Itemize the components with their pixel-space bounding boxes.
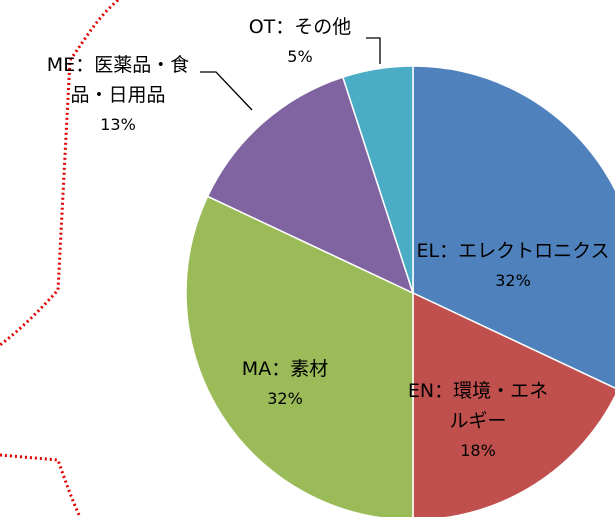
value-label: 13% (100, 115, 136, 134)
slice-label: EN：環境・エネルギー 18% (403, 376, 553, 466)
category-label: EL：エレクトロニクス (416, 240, 610, 262)
slice-label: OT：その他 5% (225, 12, 375, 72)
pie-slice (185, 195, 414, 517)
pie (185, 65, 615, 517)
dotted-border (0, 0, 119, 347)
leader-line (200, 71, 253, 111)
value-label: 5% (287, 47, 313, 66)
category-label: EN：環境・エネルギー (407, 380, 549, 432)
category-label: ME：医薬品・食品・日用品 (46, 54, 190, 106)
leader-line (366, 37, 381, 64)
value-label: 32% (267, 389, 303, 408)
category-label: OT：その他 (248, 16, 352, 38)
pie-slice (412, 65, 615, 389)
value-label: 32% (495, 271, 531, 290)
slice-label: EL：エレクトロニクス 32% (411, 236, 615, 296)
dotted-border (0, 453, 82, 517)
value-label: 18% (460, 441, 496, 460)
category-label: MA：素材 (241, 358, 329, 380)
pie-slice (206, 76, 415, 295)
slice-label: ME：医薬品・食品・日用品 13% (28, 50, 208, 140)
slice-label: MA：素材 32% (185, 354, 385, 414)
pie-slice (412, 291, 615, 517)
pie-slice (341, 65, 414, 294)
